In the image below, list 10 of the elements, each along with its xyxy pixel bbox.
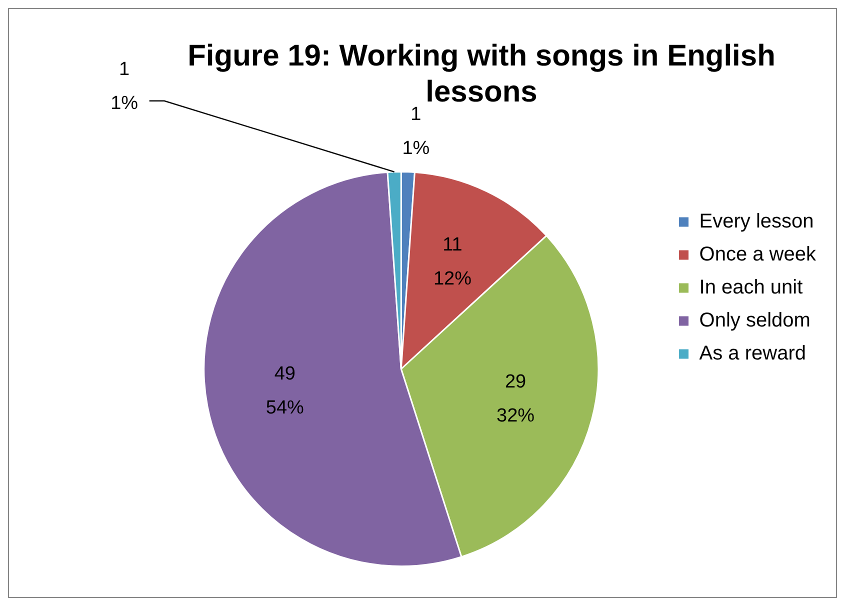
data-label: 29 32% xyxy=(496,372,535,427)
data-label: 1 1% xyxy=(110,59,138,114)
legend-label: In each unit xyxy=(699,276,804,299)
legend-label: Every lesson xyxy=(699,210,814,233)
legend-label: Only seldom xyxy=(699,310,810,332)
data-label: 49 54% xyxy=(266,364,304,419)
data-label: 11 12% xyxy=(433,234,472,290)
data-label: 1 1% xyxy=(402,104,430,160)
legend-label: Once a week xyxy=(699,244,817,266)
legend-label: As a reward xyxy=(699,342,806,365)
